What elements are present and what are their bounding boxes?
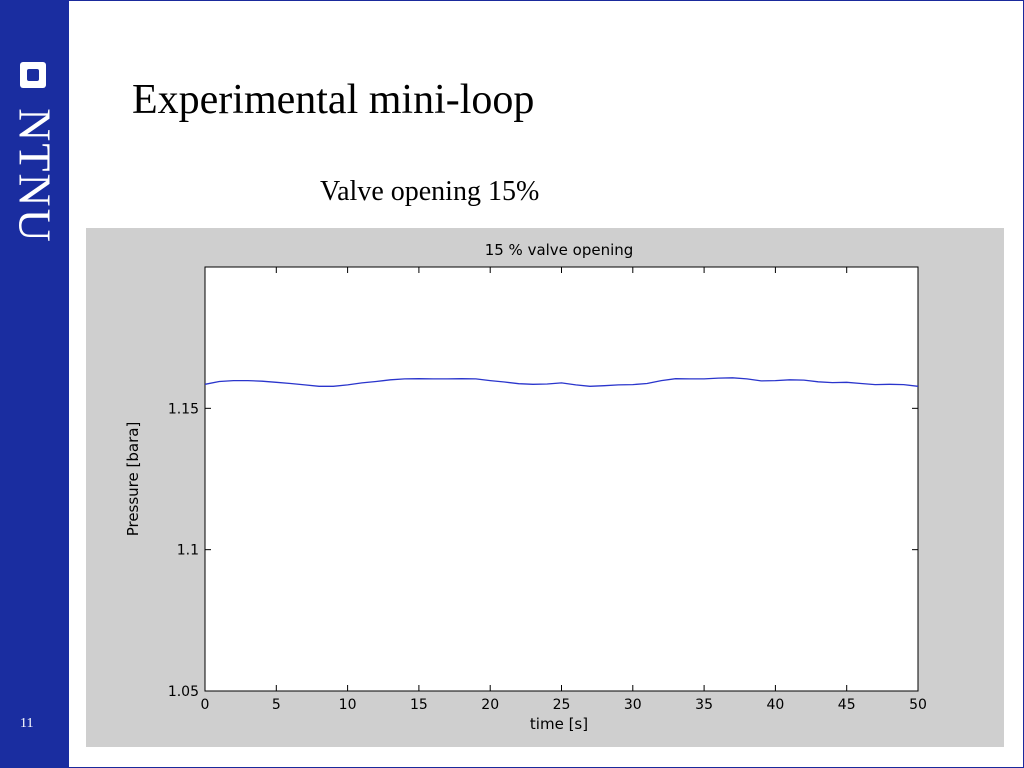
- x-tick-label: 10: [339, 697, 357, 713]
- x-tick-label: 5: [272, 697, 281, 713]
- chart-title: 15 % valve opening: [485, 241, 634, 259]
- slide-title: Experimental mini-loop: [132, 77, 535, 123]
- x-tick-label: 30: [624, 697, 642, 713]
- sidebar: NTNU 11: [0, 0, 69, 768]
- pressure-series-line: [204, 377, 919, 387]
- pressure-chart: 15 % valve opening 0 5 10 15 20 25 30 35 40 45 50 …: [124, 241, 927, 733]
- y-tick-labels: 1.05 1.1 1.15: [168, 401, 199, 700]
- x-tick-label: 50: [909, 697, 927, 713]
- axis-ticks: [204, 267, 919, 692]
- x-tick-label: 45: [838, 697, 856, 713]
- x-tick-label: 20: [481, 697, 499, 713]
- plot-area: [204, 266, 919, 692]
- ntnu-logo-icon: [20, 62, 46, 88]
- x-tick-label: 0: [201, 697, 210, 713]
- x-tick-label: 35: [695, 697, 713, 713]
- y-tick-label: 1.05: [168, 684, 199, 700]
- y-tick-label: 1.15: [168, 401, 199, 417]
- slide-number: 11: [20, 716, 34, 731]
- x-tick-label: 40: [766, 697, 784, 713]
- ntnu-logo-text: NTNU: [9, 108, 61, 244]
- y-axis-label: Pressure [bara]: [124, 422, 142, 537]
- series-layer: [204, 377, 919, 387]
- y-tick-label: 1.1: [177, 543, 199, 559]
- x-axis-label: time [s]: [530, 715, 588, 733]
- x-tick-label: 15: [410, 697, 428, 713]
- slide-subtitle: Valve opening 15%: [320, 176, 540, 207]
- x-tick-labels: 0 5 10 15 20 25 30 35 40 45 50: [201, 697, 927, 713]
- x-tick-label: 25: [553, 697, 571, 713]
